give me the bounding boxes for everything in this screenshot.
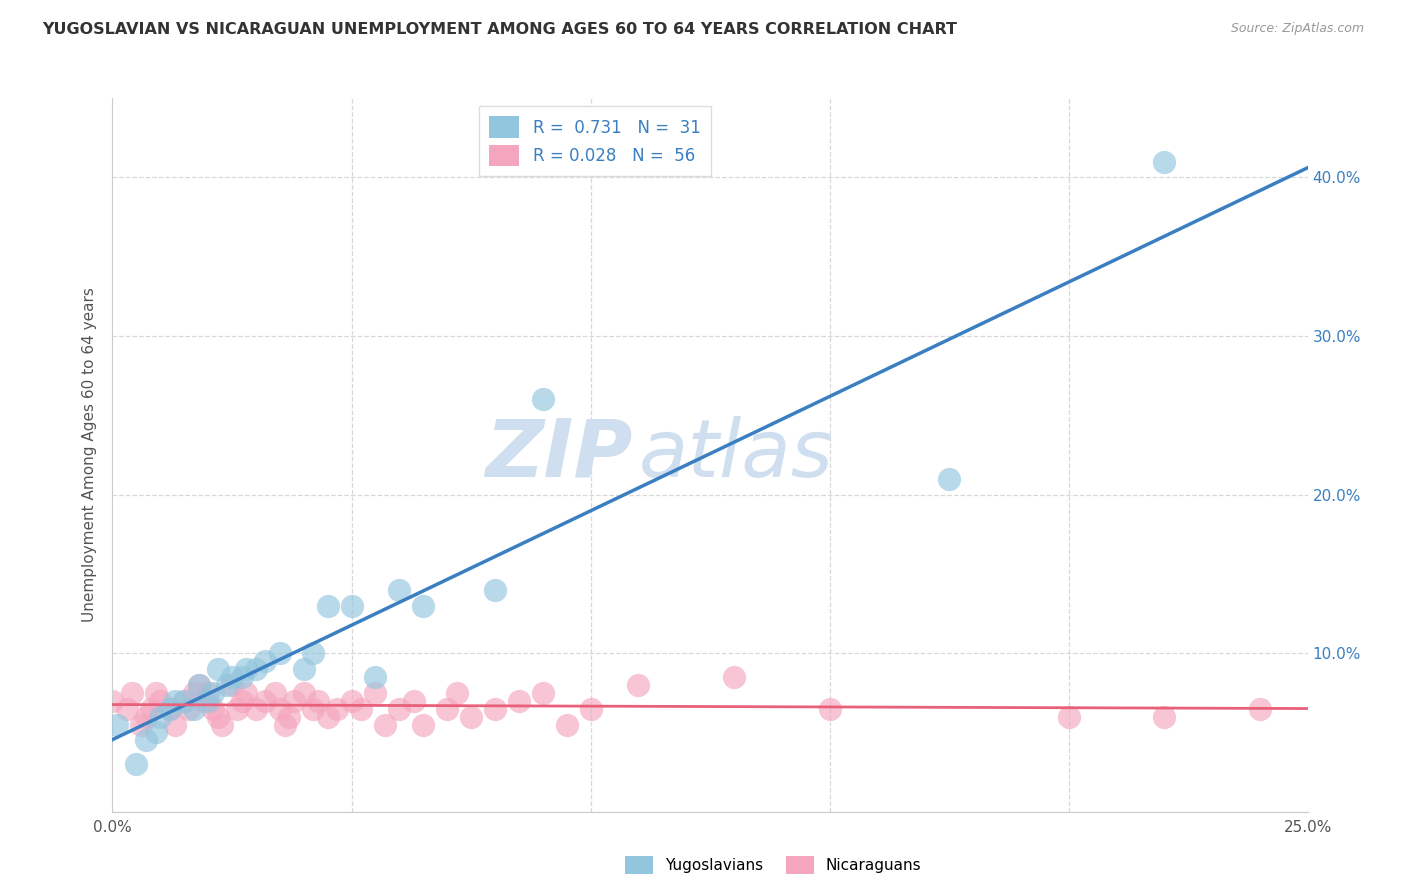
Point <box>292 662 315 676</box>
Point <box>446 686 468 700</box>
Point <box>231 670 253 684</box>
Point <box>938 472 960 486</box>
Point <box>207 662 229 676</box>
Point <box>235 662 257 676</box>
Point <box>723 670 745 684</box>
Point <box>139 701 162 715</box>
Point <box>254 694 277 708</box>
Point <box>818 701 841 715</box>
Point <box>388 701 411 715</box>
Point <box>264 686 287 700</box>
Point <box>412 717 434 731</box>
Point <box>484 582 506 597</box>
Point <box>278 709 301 723</box>
Point <box>436 701 458 715</box>
Point <box>135 733 157 747</box>
Point <box>307 694 329 708</box>
Point <box>187 678 209 692</box>
Point <box>269 646 291 660</box>
Point <box>149 694 172 708</box>
Point <box>177 701 200 715</box>
Point <box>555 717 578 731</box>
Point <box>197 686 219 700</box>
Point <box>326 701 349 715</box>
Point <box>163 717 186 731</box>
Point <box>159 701 181 715</box>
Point <box>183 686 205 700</box>
Point <box>225 701 247 715</box>
Point <box>579 701 602 715</box>
Point <box>269 701 291 715</box>
Point <box>121 686 143 700</box>
Point <box>340 694 363 708</box>
Point <box>364 670 387 684</box>
Point <box>145 725 167 739</box>
Point <box>193 694 215 708</box>
Point <box>145 686 167 700</box>
Point <box>207 709 229 723</box>
Text: Source: ZipAtlas.com: Source: ZipAtlas.com <box>1230 22 1364 36</box>
Legend: Yugoslavians, Nicaraguans: Yugoslavians, Nicaraguans <box>619 850 928 880</box>
Point <box>101 694 124 708</box>
Point <box>374 717 396 731</box>
Point <box>302 646 325 660</box>
Point <box>316 709 339 723</box>
Point <box>531 686 554 700</box>
Point <box>149 709 172 723</box>
Point <box>316 599 339 613</box>
Text: atlas: atlas <box>638 416 834 494</box>
Point <box>292 686 315 700</box>
Point <box>135 709 157 723</box>
Point <box>105 717 128 731</box>
Point <box>531 392 554 407</box>
Point <box>115 701 138 715</box>
Point <box>173 694 195 708</box>
Point <box>221 678 243 692</box>
Point <box>197 694 219 708</box>
Text: YUGOSLAVIAN VS NICARAGUAN UNEMPLOYMENT AMONG AGES 60 TO 64 YEARS CORRELATION CHA: YUGOSLAVIAN VS NICARAGUAN UNEMPLOYMENT A… <box>42 22 957 37</box>
Point <box>159 701 181 715</box>
Point <box>217 678 239 692</box>
Point <box>231 694 253 708</box>
Point <box>1153 154 1175 169</box>
Point <box>1249 701 1271 715</box>
Point <box>125 757 148 772</box>
Point <box>402 694 425 708</box>
Point <box>201 701 224 715</box>
Point <box>273 717 295 731</box>
Point <box>245 662 267 676</box>
Point <box>627 678 650 692</box>
Point <box>245 701 267 715</box>
Point <box>364 686 387 700</box>
Point <box>508 694 530 708</box>
Point <box>1153 709 1175 723</box>
Point <box>211 717 233 731</box>
Point <box>388 582 411 597</box>
Point <box>163 694 186 708</box>
Point <box>283 694 305 708</box>
Point <box>484 701 506 715</box>
Point <box>254 654 277 668</box>
Point <box>302 701 325 715</box>
Point <box>350 701 373 715</box>
Legend: R =  0.731   N =  31, R = 0.028   N =  56: R = 0.731 N = 31, R = 0.028 N = 56 <box>479 106 710 176</box>
Y-axis label: Unemployment Among Ages 60 to 64 years: Unemployment Among Ages 60 to 64 years <box>82 287 97 623</box>
Point <box>173 694 195 708</box>
Point <box>1057 709 1080 723</box>
Point <box>412 599 434 613</box>
Point <box>187 678 209 692</box>
Point <box>183 701 205 715</box>
Point <box>201 686 224 700</box>
Point <box>235 686 257 700</box>
Point <box>221 670 243 684</box>
Point <box>460 709 482 723</box>
Point <box>340 599 363 613</box>
Text: ZIP: ZIP <box>485 416 633 494</box>
Point <box>129 717 152 731</box>
